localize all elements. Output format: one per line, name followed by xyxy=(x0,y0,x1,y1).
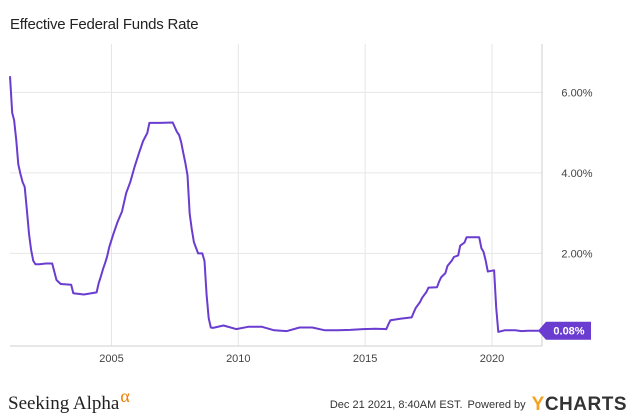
x-axis: 2005 2010 2015 2020 xyxy=(10,44,543,365)
chart-title: Effective Federal Funds Rate xyxy=(10,16,199,33)
x-tick-label-2005: 2005 xyxy=(99,353,123,365)
y-axis: 2.00% 4.00% 6.00% xyxy=(561,87,592,260)
x-tick-label-2020: 2020 xyxy=(480,353,504,365)
alpha-icon: α xyxy=(120,386,130,406)
powered-by-label: Powered by xyxy=(467,399,526,411)
seeking-alpha-logo: Seeking Alphaα xyxy=(8,386,130,415)
last-value-badge: 0.08% xyxy=(538,321,591,340)
y-tick-label-2: 6.00% xyxy=(561,87,592,99)
last-value-badge-shape xyxy=(538,321,591,340)
brand-text: Seeking Alpha xyxy=(8,393,120,414)
series-line-effective-federal-funds-rate xyxy=(9,76,541,333)
y-tick-label-1: 4.00% xyxy=(561,168,592,180)
x-tick-label-2010: 2010 xyxy=(226,353,250,365)
series xyxy=(9,76,541,333)
y-tick-label-0: 2.00% xyxy=(561,248,592,260)
timestamp: Dec 21 2021, 8:40AM EST. xyxy=(329,399,463,411)
last-value-label: 0.08% xyxy=(553,326,584,338)
footer-attribution: Dec 21 2021, 8:40AM EST. Powered by YCHA… xyxy=(330,394,627,416)
grid-lines xyxy=(10,44,542,346)
x-tick-label-2015: 2015 xyxy=(353,353,377,365)
ycharts-logo: YCHARTS xyxy=(531,394,627,415)
